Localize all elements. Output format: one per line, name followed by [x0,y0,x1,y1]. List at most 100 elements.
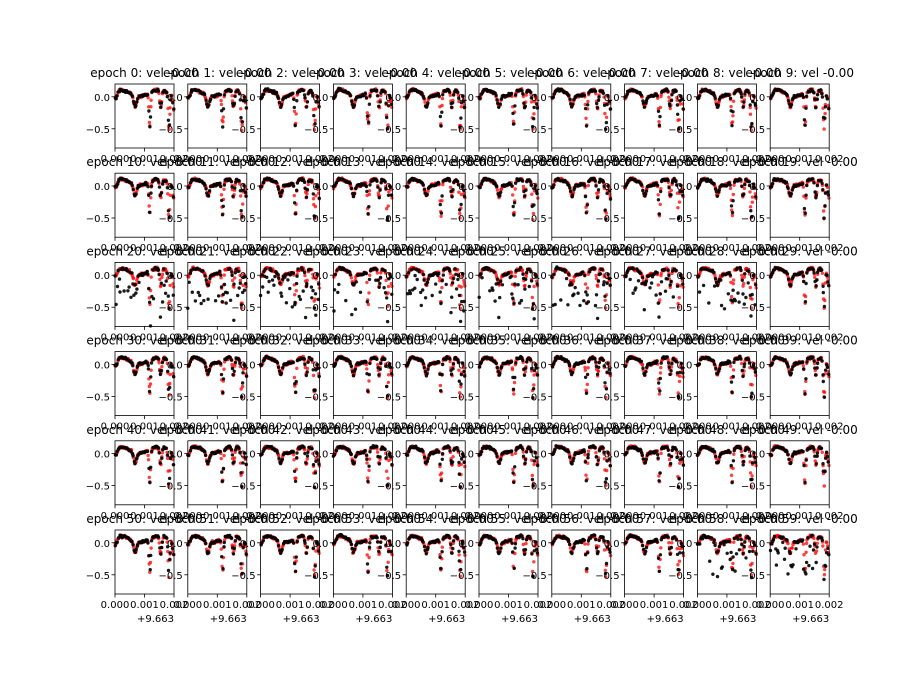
data-point [644,189,649,193]
data-point [812,91,816,95]
data-point [451,276,456,281]
data-point [663,289,668,293]
data-point [292,105,296,110]
data-point [430,293,434,298]
data-point [675,103,680,107]
data-point [236,293,240,298]
data-point [500,283,505,287]
y-tick-label: −0.5 [668,214,692,225]
model-point [731,114,735,118]
data-point [740,278,744,282]
data-point [821,284,825,288]
data-point [417,270,421,274]
y-tick-label: −0.5 [86,303,110,314]
y-tick-label: −0.5 [304,125,328,136]
model-point [386,204,390,208]
model-point [365,117,370,121]
model-point [602,95,606,99]
data-point [801,182,805,186]
data-point [239,209,243,213]
y-tick-label: −0.5 [450,125,474,136]
model-point [750,200,754,204]
data-point [498,102,502,106]
data-point [203,274,207,278]
data-point [382,286,386,290]
data-point [311,94,315,98]
model-point [349,276,354,280]
data-point [305,281,309,286]
data-point [509,91,514,96]
data-point [820,95,825,99]
model-point [495,188,500,192]
data-point [532,117,536,121]
data-point [823,204,827,208]
data-point [276,96,280,100]
x-tick-label: 0.002 [524,154,553,165]
data-point [147,210,152,214]
data-point [814,193,819,197]
model-point [305,192,309,196]
data-point [313,292,318,296]
data-point [166,209,171,213]
model-point [365,280,369,285]
data-point [819,88,823,92]
data-point [523,287,527,291]
data-point [551,95,555,100]
data-point [148,125,152,129]
y-tick-label: −0.5 [377,125,401,136]
data-point [457,208,462,212]
data-point [728,273,732,277]
x-tick-label: 0.002 [451,154,480,165]
model-point [292,193,296,198]
y-tick-label: 0.0 [385,182,401,193]
data-point [222,93,227,97]
data-point [512,301,516,305]
data-point [135,100,139,104]
data-point [804,106,808,110]
data-point [134,291,138,295]
model-point [603,111,607,116]
data-point [301,88,305,93]
data-point [146,184,150,189]
data-point [680,97,684,102]
data-point [158,315,163,319]
data-point [171,195,175,199]
data-point [511,296,515,300]
data-point [206,194,211,198]
data-point [804,94,809,98]
data-point [595,101,599,106]
data-point [821,290,825,295]
data-point [149,184,154,188]
data-point [311,288,315,293]
data-point [814,284,818,288]
data-point [524,188,528,192]
data-point [648,286,652,290]
panel-title: epoch 7: vel -0.00 [600,66,709,80]
data-point [519,298,524,303]
model-point [584,116,588,121]
data-point [137,280,141,285]
data-point [701,283,706,288]
data-point [451,93,456,97]
data-point [512,201,517,205]
data-point [411,267,416,271]
data-point [563,268,568,272]
x-tick-label: 0.001 [349,154,378,165]
data-point [260,95,264,99]
data-point [513,181,518,185]
model-point [368,273,372,277]
data-point [348,181,352,186]
model-point [731,99,736,104]
data-point [310,91,314,95]
data-point [552,183,556,187]
data-point [529,90,533,95]
model-point [583,282,588,286]
data-point [553,302,557,307]
model-point [524,93,528,97]
data-point [567,94,571,98]
y-tick-label: 0.0 [94,182,110,193]
data-point [213,299,218,303]
data-point [233,186,237,190]
data-point [269,269,274,273]
data-point [232,282,236,286]
